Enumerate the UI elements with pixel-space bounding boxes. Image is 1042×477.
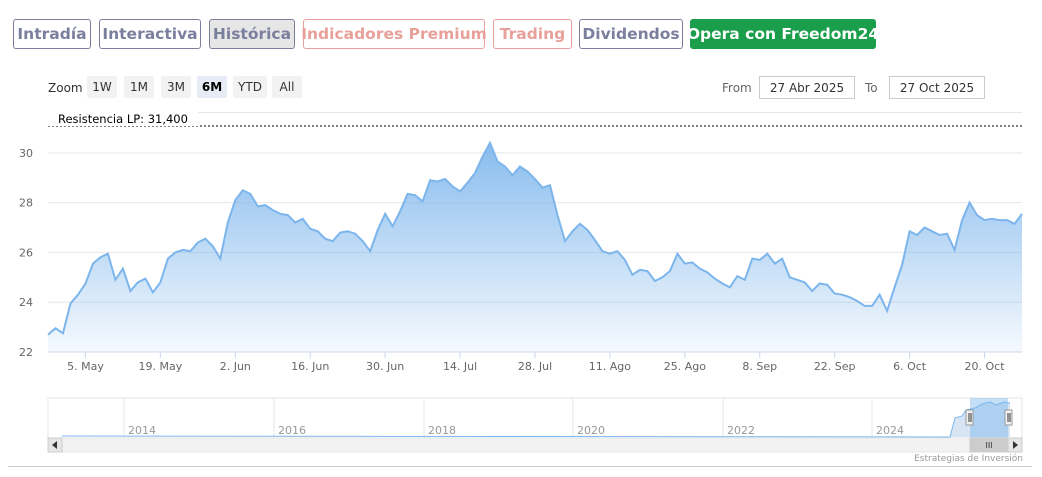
x-tick-label: 22. Sep	[814, 360, 856, 373]
navigator-frame	[47, 397, 1023, 439]
x-tick-label: 14. Jul	[443, 360, 477, 373]
x-tick-label: 19. May	[139, 360, 183, 373]
x-tick-label: 30. Jun	[366, 360, 404, 373]
zoom-6m-button[interactable]: 6M	[197, 76, 227, 98]
navigator-year-label: 2018	[428, 424, 456, 437]
tab-dividendos[interactable]: Dividendos	[579, 19, 683, 49]
navigator-year-label: 2024	[876, 424, 904, 437]
chart-top-border	[48, 112, 1022, 113]
arrow-left-icon	[52, 441, 57, 449]
zoom-1w-button[interactable]: 1W	[87, 76, 117, 98]
navigator-year-label: 2016	[278, 424, 306, 437]
y-tick-label: 28	[19, 197, 33, 210]
x-tick-label: 25. Ago	[664, 360, 706, 373]
tab-intradia[interactable]: Intradía	[13, 19, 91, 49]
range-from-label: From	[722, 81, 752, 95]
tab-trading[interactable]: Trading	[493, 19, 572, 49]
navigator-years: 2014 2016 2018 2020 2022 2024	[123, 398, 904, 438]
navigator-year-label: 2022	[727, 424, 755, 437]
zoom-1m-button[interactable]: 1M	[124, 76, 154, 98]
chart-credits[interactable]: Estrategias de Inversión	[914, 454, 1023, 464]
tab-opera-freedom24[interactable]: Opera con Freedom24	[687, 19, 879, 49]
scrollbar-grip-icon: III	[985, 441, 992, 450]
arrow-right-icon	[1013, 441, 1018, 449]
price-line	[47, 140, 1023, 336]
navigator-year-label: 2020	[577, 424, 605, 437]
range-from-input[interactable]: 27 Abr 2025	[759, 76, 855, 99]
y-tick-label: 26	[19, 246, 33, 259]
tab-interactiva[interactable]: Interactiva	[99, 19, 201, 49]
x-tick-label: 5. May	[67, 360, 104, 373]
navigator: 2014 2016 2018 2020 2022 2024	[47, 397, 1023, 439]
tab-indicadores-premium[interactable]: Indicadores Premium	[301, 19, 487, 49]
scrollbar-track[interactable]	[47, 437, 1023, 453]
zoom-all-button[interactable]: All	[272, 76, 302, 98]
x-tick-label: 8. Sep	[742, 360, 777, 373]
y-axis: 22 24 26 28 30	[19, 147, 33, 359]
y-tick-label: 30	[19, 147, 33, 160]
tab-historica[interactable]: Histórica	[209, 19, 295, 49]
zoom-label: Zoom	[48, 81, 83, 95]
x-tick-label: 28. Jul	[518, 360, 552, 373]
x-tick-label: 20. Oct	[965, 360, 1006, 373]
x-tick-label: 6. Oct	[893, 360, 927, 373]
footer-divider	[8, 466, 1032, 467]
resistance-label: Resistencia LP: 31,400	[48, 112, 198, 126]
x-tick-label: 2. Jun	[220, 360, 251, 373]
y-tick-label: 24	[19, 296, 33, 309]
range-to-input[interactable]: 27 Oct 2025	[889, 76, 985, 99]
x-axis: 5. May 19. May 2. Jun 16. Jun 30. Jun 14. Jul…	[67, 352, 1005, 373]
price-area	[48, 142, 1022, 352]
range-to-label: To	[865, 81, 878, 95]
x-tick-label: 16. Jun	[291, 360, 329, 373]
navigator-year-label: 2014	[128, 424, 156, 437]
zoom-3m-button[interactable]: 3M	[161, 76, 191, 98]
navigator-line	[61, 401, 1011, 438]
zoom-ytd-button[interactable]: YTD	[233, 76, 267, 98]
scrollbar[interactable]: III	[47, 437, 1023, 453]
y-tick-label: 22	[19, 346, 33, 359]
x-tick-label: 11. Ago	[589, 360, 631, 373]
navigator-selected-range[interactable]	[970, 398, 1008, 438]
